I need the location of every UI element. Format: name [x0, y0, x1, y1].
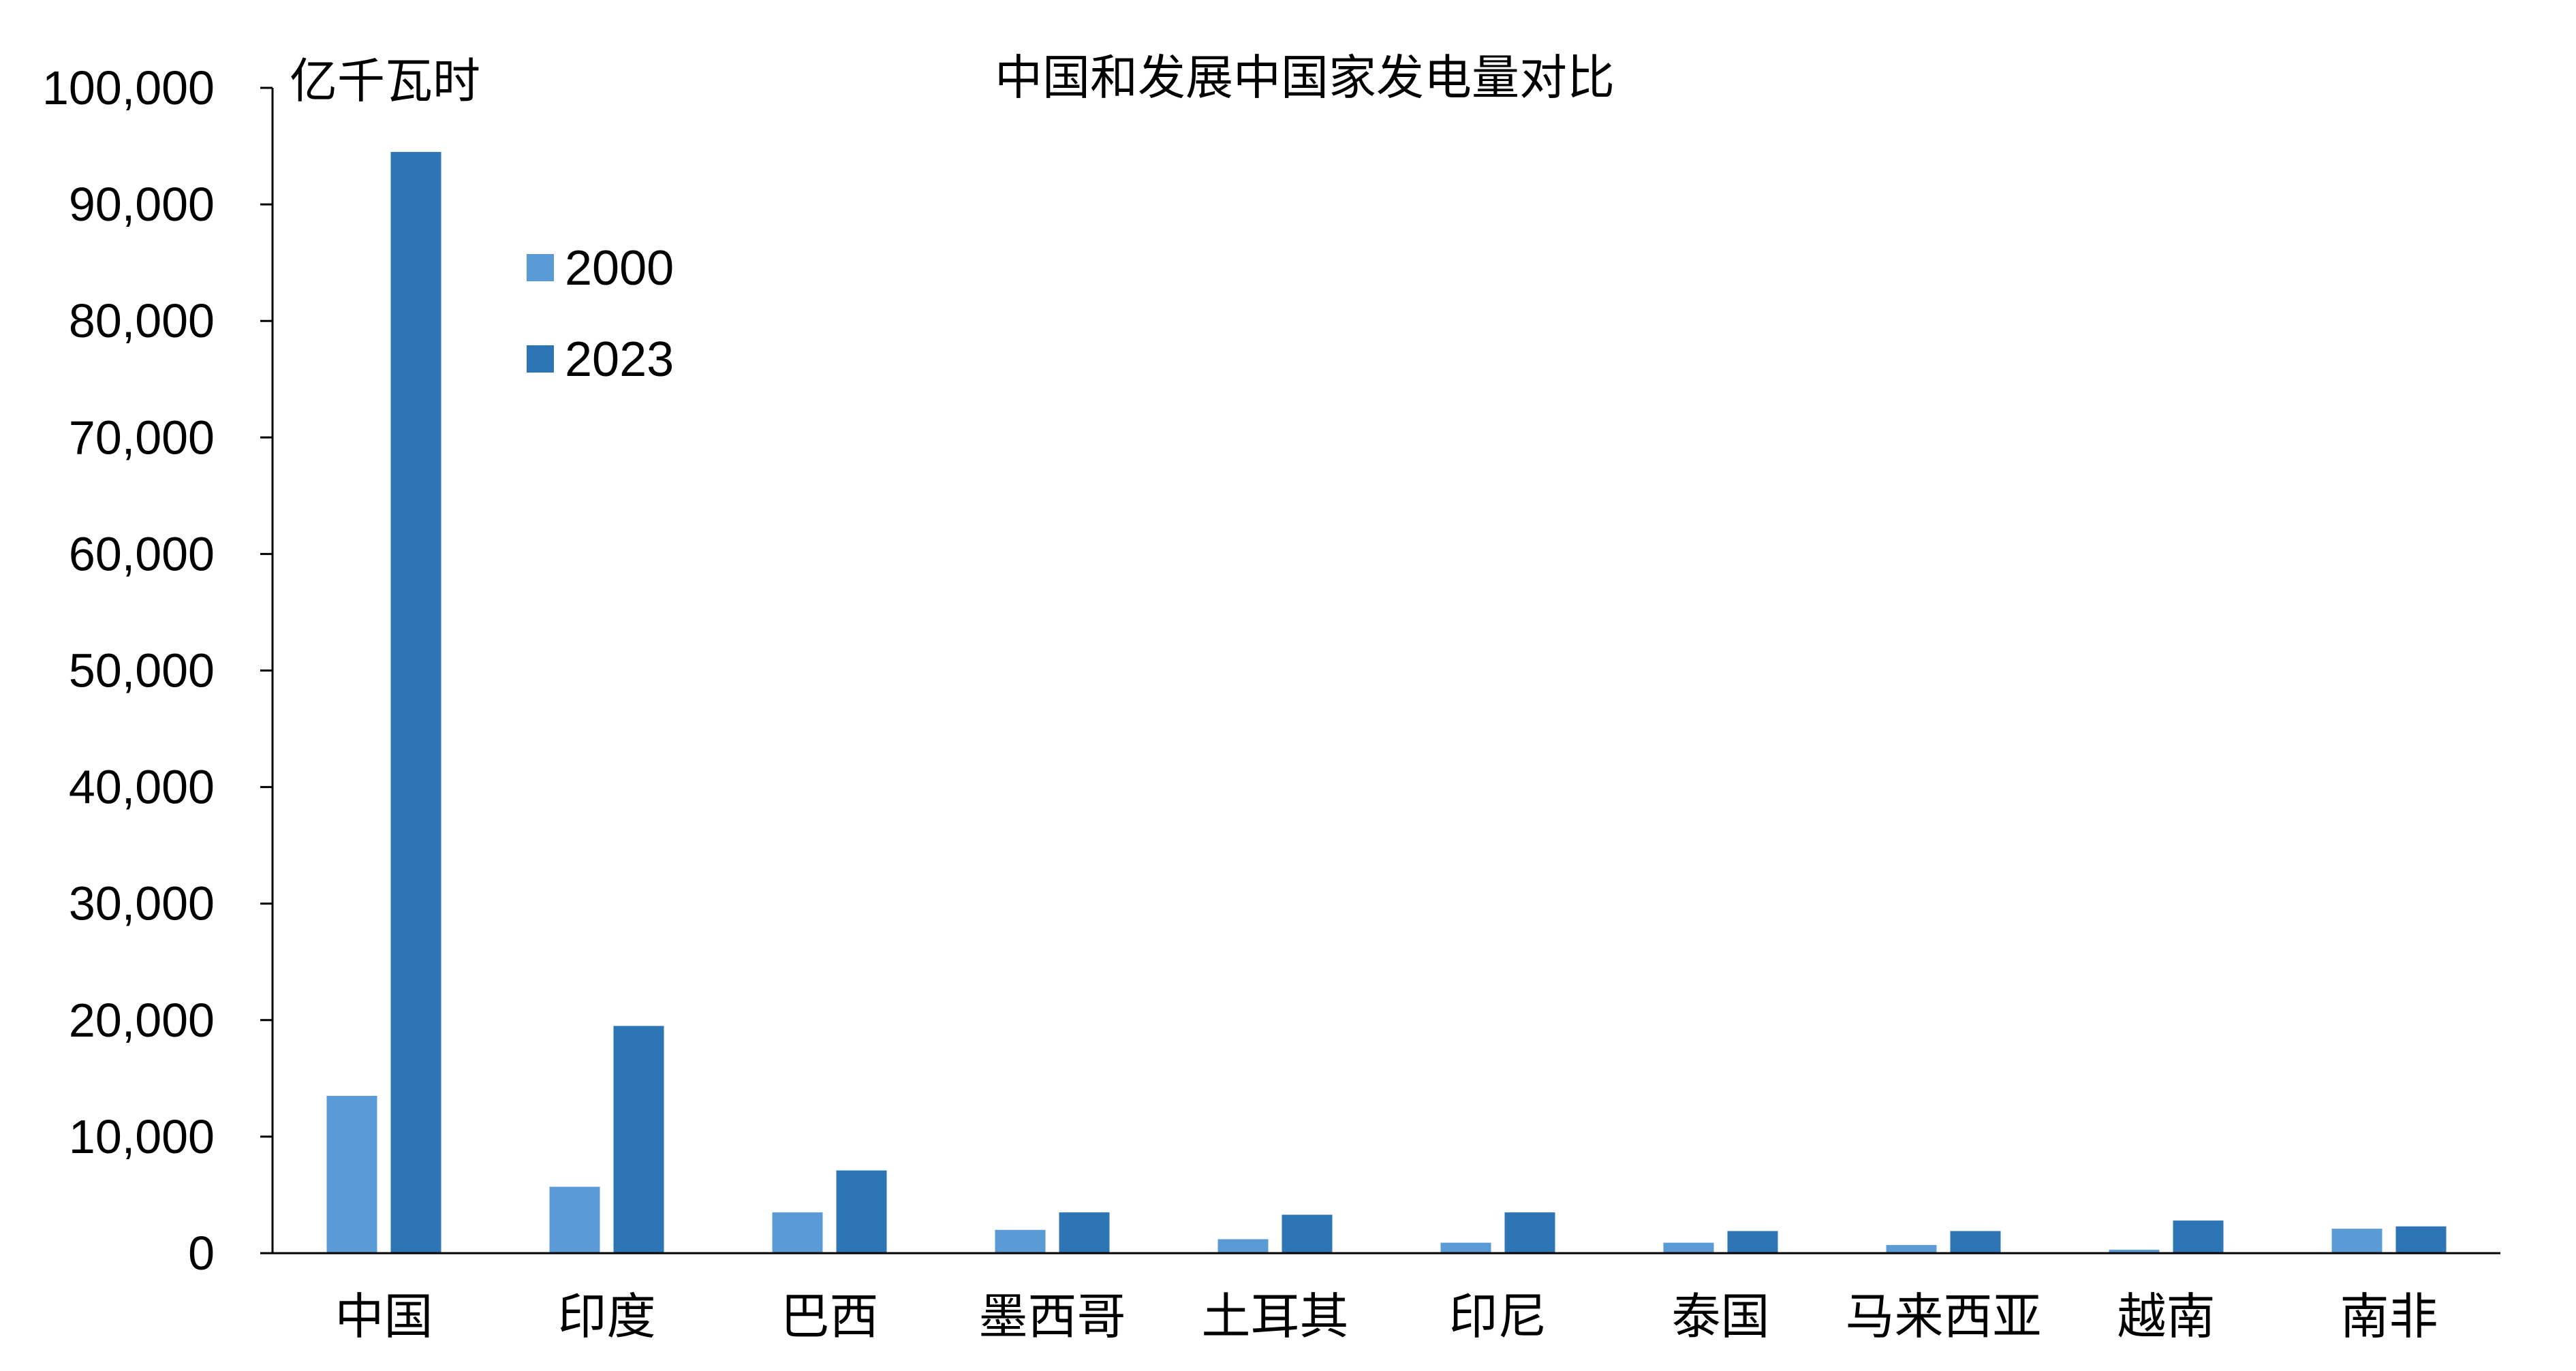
y-tick-label: 60,000: [69, 527, 215, 580]
bar-2000-马来西亚: [1886, 1245, 1937, 1253]
bar-2000-巴西: [772, 1212, 823, 1253]
x-category-label: 中国: [335, 1288, 433, 1345]
y-axis-unit-label: 亿千瓦时: [290, 53, 480, 109]
y-tick-label: 10,000: [69, 1110, 215, 1163]
bar-2023-墨西哥: [1059, 1212, 1110, 1253]
bar-2023-印度: [613, 1026, 664, 1253]
x-category-label: 越南: [2117, 1288, 2215, 1345]
bars-group: [326, 152, 2447, 1254]
legend-label: 2023: [565, 332, 674, 387]
bar-2000-泰国: [1663, 1242, 1714, 1253]
bar-2000-越南: [2109, 1249, 2160, 1253]
bar-2023-越南: [2173, 1220, 2224, 1253]
bar-2000-印尼: [1440, 1242, 1491, 1253]
legend-label: 2000: [565, 241, 674, 296]
y-tick-label: 20,000: [69, 994, 215, 1047]
x-category-label: 墨西哥: [978, 1288, 1126, 1345]
bar-2000-土耳其: [1217, 1239, 1269, 1253]
x-category-label: 泰国: [1671, 1288, 1769, 1345]
y-axis-ticks: 0 10,000 20,000 30,000 40,000 50,000 60,000 70,…: [42, 61, 273, 1280]
legend-swatch-2023: [527, 345, 554, 373]
x-category-label: 南非: [2340, 1288, 2438, 1345]
bar-2023-南非: [2395, 1226, 2447, 1253]
x-category-label: 巴西: [780, 1288, 878, 1345]
y-tick-label: 80,000: [69, 294, 215, 347]
bar-2000-南非: [2331, 1229, 2383, 1253]
bar-2000-中国: [326, 1096, 377, 1253]
y-tick-label: 50,000: [69, 644, 215, 697]
bar-2023-中国: [390, 152, 441, 1254]
legend-swatch-2000: [527, 254, 554, 281]
x-axis-labels: 中国 印度 巴西 墨西哥 土耳其 印尼 泰国 马来西亚 越南 南非: [335, 1288, 2438, 1345]
bar-2000-墨西哥: [995, 1229, 1046, 1253]
y-tick-label: 0: [188, 1227, 215, 1280]
bar-2023-巴西: [836, 1170, 887, 1253]
chart-title: 中国和发展中国家发电量对比: [995, 50, 1615, 106]
y-tick-label: 40,000: [69, 761, 215, 814]
x-category-label: 印度: [557, 1288, 655, 1345]
x-category-label: 印尼: [1448, 1288, 1547, 1345]
y-tick-label: 90,000: [69, 178, 215, 231]
legend: 2000 2023: [527, 241, 674, 387]
y-tick-label: 30,000: [69, 877, 215, 930]
y-tick-label: 100,000: [42, 61, 215, 114]
x-category-label: 马来西亚: [1845, 1288, 2041, 1345]
y-tick-label: 70,000: [69, 411, 215, 464]
bar-2023-土耳其: [1282, 1214, 1333, 1253]
bar-2023-马来西亚: [1950, 1231, 2001, 1253]
axes-group: [271, 88, 2500, 1255]
bar-2023-印尼: [1504, 1212, 1555, 1253]
bar-2023-泰国: [1727, 1231, 1778, 1253]
x-category-label: 土耳其: [1201, 1288, 1348, 1345]
bar-2000-印度: [549, 1186, 600, 1253]
